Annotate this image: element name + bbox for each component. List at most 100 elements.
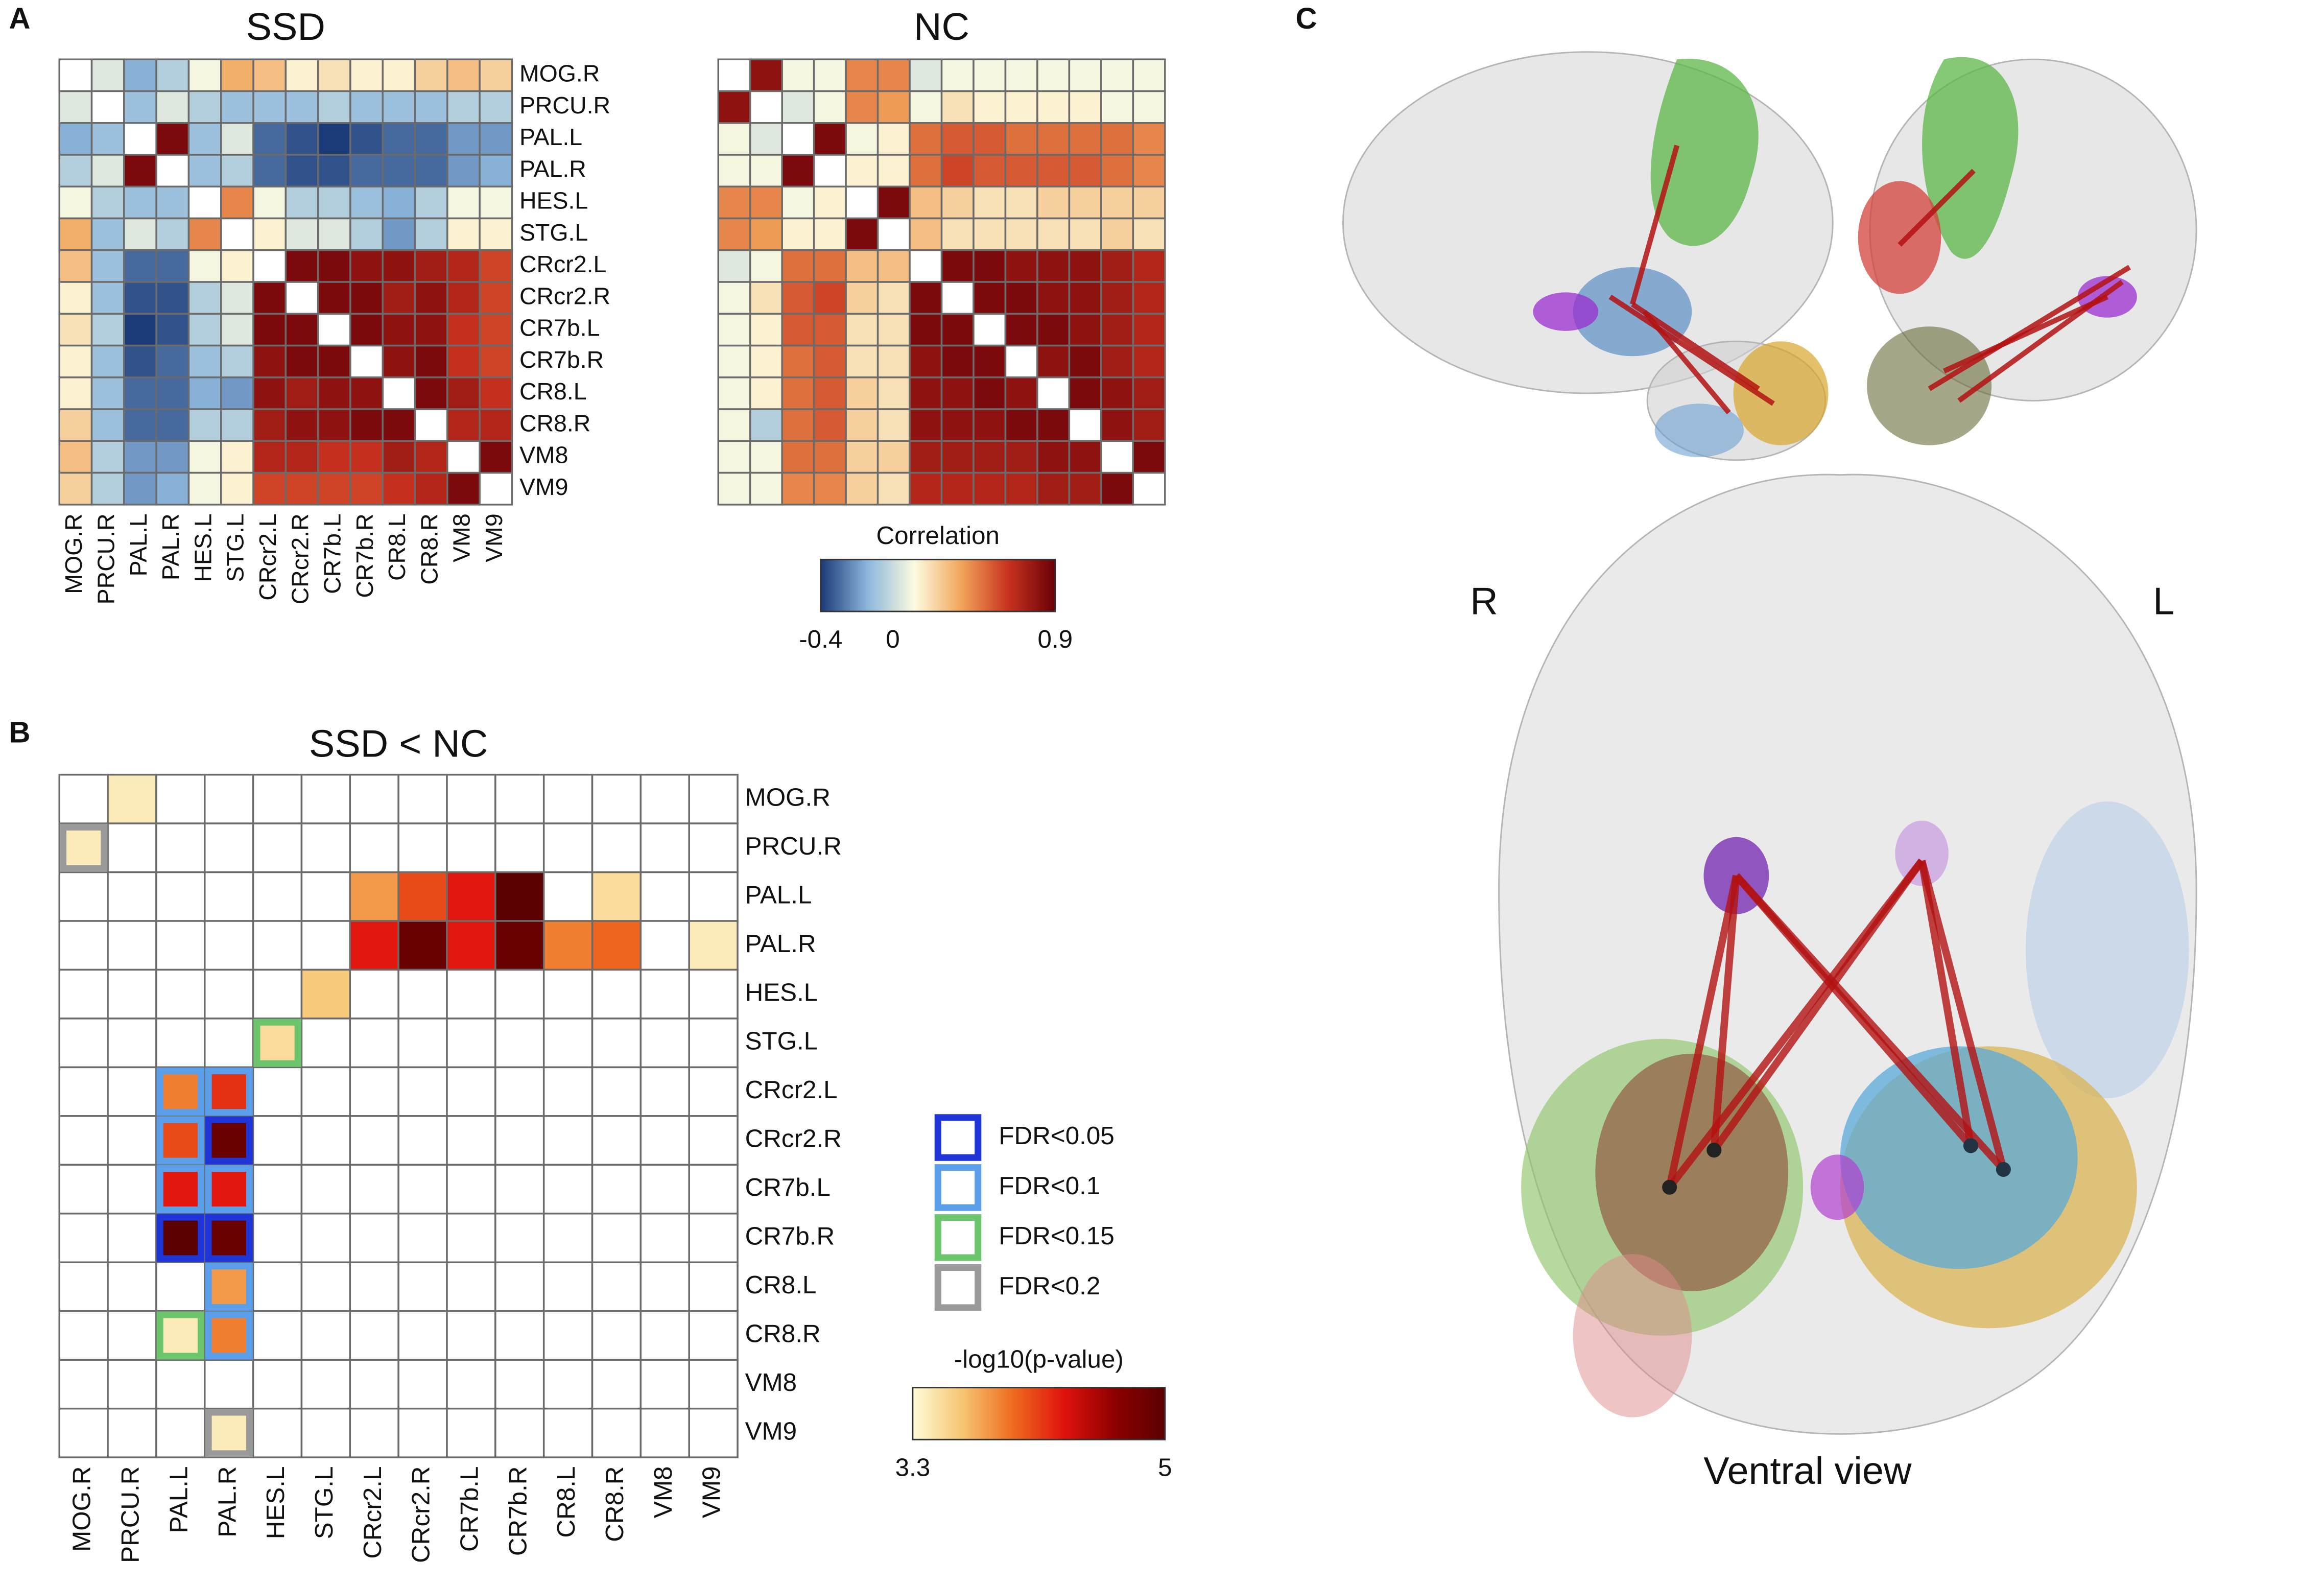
panel-label: B bbox=[9, 716, 30, 749]
empty-cell bbox=[252, 1066, 303, 1117]
heatmap-cell bbox=[123, 58, 157, 92]
heatmap-cell bbox=[446, 217, 481, 251]
empty-cell bbox=[639, 1213, 690, 1264]
empty-cell bbox=[397, 1164, 448, 1215]
heatmap-cell bbox=[1004, 154, 1038, 187]
heatmap-cell bbox=[479, 440, 513, 474]
empty-cell bbox=[542, 822, 594, 873]
heatmap-cell bbox=[781, 344, 815, 378]
node bbox=[1963, 1138, 1978, 1153]
heatmap-cell bbox=[781, 249, 815, 283]
empty-cell bbox=[58, 1261, 109, 1312]
empty-cell bbox=[252, 1164, 303, 1215]
node bbox=[1706, 1143, 1722, 1158]
empty-cell bbox=[155, 871, 206, 922]
fdr-outline bbox=[156, 1068, 205, 1116]
heatmap-cell bbox=[155, 1066, 206, 1117]
heatmap-cell bbox=[1068, 90, 1102, 124]
heatmap-cell bbox=[414, 344, 448, 378]
heatmap-cell bbox=[414, 122, 448, 156]
heatmap-cell bbox=[909, 440, 943, 474]
heatmap-cell bbox=[317, 185, 351, 220]
empty-cell bbox=[252, 1261, 303, 1312]
empty-cell bbox=[446, 1310, 496, 1361]
heatmap-cell bbox=[349, 154, 384, 187]
heatmap-cell bbox=[479, 154, 513, 187]
heatmap-cell bbox=[1004, 440, 1038, 474]
heatmap-cell bbox=[973, 440, 1007, 474]
heatmap-cell bbox=[284, 217, 319, 251]
heatmap-cell bbox=[1036, 90, 1071, 124]
empty-cell bbox=[349, 1310, 399, 1361]
row-label: VM9 bbox=[745, 1417, 797, 1445]
heatmap-cell bbox=[813, 440, 847, 474]
heatmap-cell bbox=[876, 249, 911, 283]
heatmap-cell bbox=[187, 154, 222, 187]
heatmap-cell bbox=[1036, 185, 1071, 220]
heatmap-cell bbox=[155, 1310, 206, 1361]
heatmap-cell bbox=[414, 90, 448, 124]
heatmap-cell bbox=[349, 471, 384, 506]
empty-cell bbox=[204, 1018, 254, 1069]
heatmap-cell bbox=[1132, 58, 1166, 92]
heatmap-cell bbox=[813, 313, 847, 347]
empty-cell bbox=[494, 1261, 545, 1312]
empty-cell bbox=[349, 1261, 399, 1312]
connection bbox=[1928, 265, 2131, 391]
heatmap-cell bbox=[90, 313, 125, 347]
heatmap-cell bbox=[204, 1310, 254, 1361]
legend-swatch bbox=[934, 1114, 982, 1161]
heatmap-cell bbox=[1036, 58, 1071, 92]
empty-cell bbox=[494, 1018, 545, 1069]
heatmap-cell bbox=[123, 440, 157, 474]
empty-cell bbox=[220, 217, 254, 251]
heatmap-cell bbox=[1004, 58, 1038, 92]
row-label: CR8.L bbox=[745, 1271, 817, 1299]
heatmap-cell bbox=[204, 1066, 254, 1117]
empty-cell bbox=[90, 90, 125, 124]
region-purple bbox=[1810, 1154, 1864, 1220]
empty-cell bbox=[155, 154, 190, 187]
row-label: PAL.L bbox=[519, 124, 582, 150]
heatmap-cell bbox=[749, 58, 783, 92]
empty-cell bbox=[813, 154, 847, 187]
heatmap-cell bbox=[123, 281, 157, 315]
heatmap-cell bbox=[909, 122, 943, 156]
empty-cell bbox=[349, 1407, 399, 1458]
chart-title: SSD < NC bbox=[309, 722, 488, 765]
empty-cell bbox=[781, 122, 815, 156]
row-label: PRCU.R bbox=[745, 832, 842, 860]
heatmap-cell bbox=[1132, 440, 1166, 474]
empty-cell bbox=[58, 1213, 109, 1264]
empty-cell bbox=[107, 1164, 157, 1215]
empty-cell bbox=[397, 1115, 448, 1166]
heatmap-cell bbox=[220, 249, 254, 283]
heatmap-cell bbox=[252, 122, 287, 156]
empty-cell bbox=[349, 822, 399, 873]
lateral-brain-right bbox=[1342, 51, 1834, 461]
heatmap-cell bbox=[1004, 471, 1038, 506]
empty-cell bbox=[1004, 344, 1038, 378]
heatmap-cell bbox=[973, 408, 1007, 442]
heatmap-cell bbox=[90, 408, 125, 442]
heatmap-cell bbox=[204, 1213, 254, 1264]
heatmap-cell bbox=[542, 920, 594, 971]
empty-cell bbox=[107, 920, 157, 971]
heatmap-cell bbox=[204, 1115, 254, 1166]
hemisphere-label: L bbox=[2153, 580, 2174, 623]
heatmap-cell bbox=[1068, 154, 1102, 187]
column-label: PRCU.R bbox=[92, 513, 119, 604]
heatmap-cell bbox=[717, 408, 751, 442]
heatmap-cell bbox=[284, 440, 319, 474]
heatmap-cell bbox=[414, 281, 448, 315]
empty-cell bbox=[446, 1359, 496, 1410]
empty-cell bbox=[639, 773, 690, 824]
heatmap-cell bbox=[90, 185, 125, 220]
empty-cell bbox=[494, 968, 545, 1020]
heatmap-cell bbox=[749, 344, 783, 378]
empty-cell bbox=[397, 1359, 448, 1410]
heatmap-cell bbox=[973, 217, 1007, 251]
empty-cell bbox=[300, 1018, 351, 1069]
heatmap-cell bbox=[446, 344, 481, 378]
heatmap-cell bbox=[446, 249, 481, 283]
